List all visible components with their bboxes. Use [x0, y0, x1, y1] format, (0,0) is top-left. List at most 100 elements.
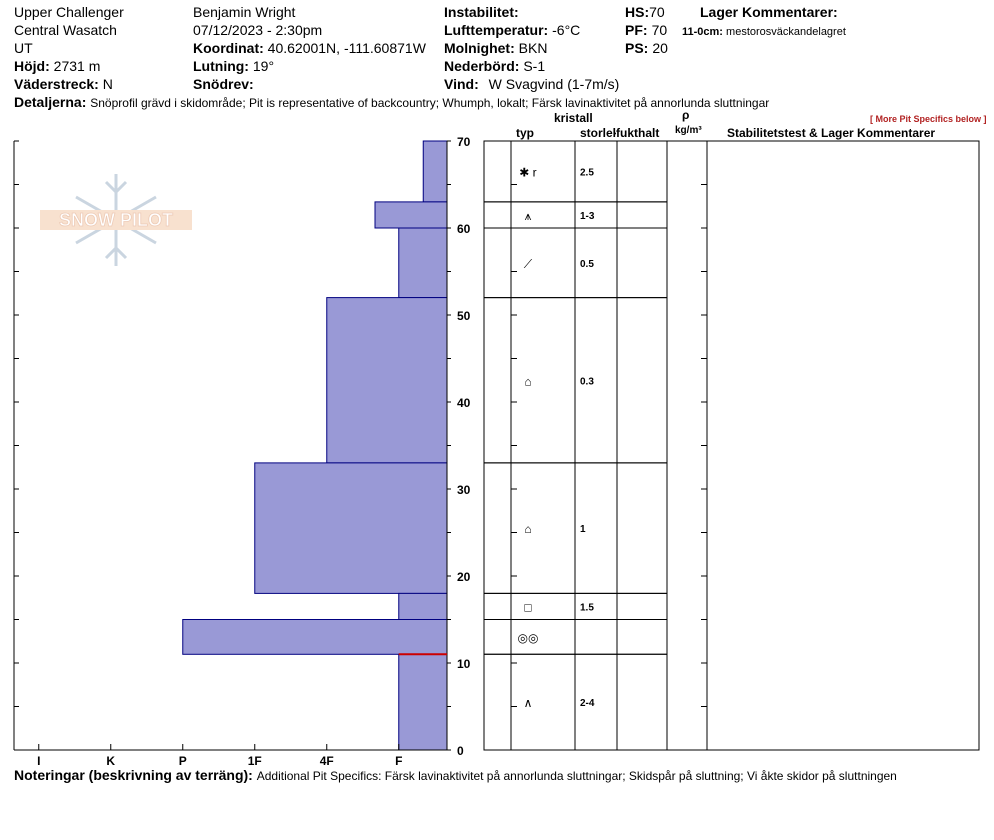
hs-value: 70	[649, 4, 665, 20]
header-storlek: storlek	[580, 126, 616, 140]
snowpilot-logo: SNOW PILOT	[40, 174, 192, 266]
grain-size-3: 0.3	[580, 376, 594, 387]
layer-comment-depth: 11-0cm:	[682, 26, 723, 38]
wind-row: Vind: W Svagvind (1-7m/s)	[444, 76, 619, 92]
grain-type-2: ⟋	[524, 257, 533, 271]
grain-size-7: 2-4	[580, 698, 595, 709]
pf-label: PF:	[625, 22, 648, 38]
hardness-tick-label-0: I	[37, 754, 40, 768]
aspect-label: Väderstreck:	[14, 76, 99, 92]
location-name: Upper Challenger	[14, 4, 124, 20]
hardness-bar-4	[254, 462, 448, 594]
state: UT	[14, 40, 33, 56]
coordinate-label: Koordinat:	[193, 40, 264, 56]
ps-row: PS: 20	[625, 40, 668, 56]
slope-row: Lutning: 19°	[193, 58, 274, 74]
header-kristall: kristall	[554, 111, 593, 125]
elevation-value: 2731 m	[53, 58, 101, 74]
wind-value: W Svagvind (1-7m/s)	[488, 76, 620, 92]
header-stability: Stabilitetstest & Lager Kommentarer	[727, 126, 936, 140]
grain-size-2: 0.5	[580, 259, 594, 270]
slope-value: 19°	[252, 58, 275, 74]
hardness-tick-label-3: 1F	[248, 754, 262, 768]
depth-tick-label-20: 20	[457, 570, 471, 584]
pf-row: PF: 70	[625, 22, 667, 38]
drift-label: Snödrev:	[193, 76, 254, 92]
wind-label: Vind:	[444, 76, 479, 92]
layer-table-frame	[483, 140, 980, 751]
precip-label: Nederbörd:	[444, 58, 520, 74]
more-pit-specifics-link[interactable]: [ More Pit Specifics below ]	[870, 114, 987, 124]
depth-tick-label-50: 50	[457, 309, 471, 323]
footer-text: Additional Pit Specifics: Färsk lavinakt…	[256, 769, 897, 783]
footer-label: Noteringar (beskrivning av terräng):	[14, 767, 253, 783]
drift-row: Snödrev:	[193, 76, 254, 92]
header-typ: typ	[516, 126, 534, 140]
depth-tick-label-10: 10	[457, 657, 471, 671]
hardness-bar-0	[422, 140, 448, 203]
hardness-bar-7	[398, 653, 448, 751]
header-fukthalt: fukthalt	[616, 126, 660, 140]
slope-label: Lutning:	[193, 58, 249, 74]
hardness-bar-6	[182, 619, 448, 655]
depth-tick-label-30: 30	[457, 483, 471, 497]
grain-type-5: □	[524, 600, 531, 614]
grain-type-0: ✱ r	[519, 165, 536, 179]
aspect-value: N	[102, 76, 113, 92]
observation-datetime: 07/12/2023 - 2:30pm	[193, 22, 323, 38]
depth-tick-label-40: 40	[457, 396, 471, 410]
grain-size-0: 2.5	[580, 167, 594, 178]
hardness-bar-2	[398, 227, 448, 299]
observer-name: Benjamin Wright	[193, 4, 296, 20]
details-text: Snöprofil grävd i skidområde; Pit is rep…	[90, 96, 770, 110]
aspect-row: Väderstreck: N	[14, 76, 113, 92]
footer-notes: Noteringar (beskrivning av terräng): Add…	[14, 767, 897, 784]
hs-row: HS:70	[625, 4, 665, 20]
hardness-tick-label-1: K	[106, 754, 115, 768]
hardness-tick-label-4: 4F	[320, 754, 334, 768]
logo-text: SNOW PILOT	[59, 210, 173, 230]
instability-label: Instabilitet:	[444, 4, 519, 20]
depth-tick-label-0: 0	[457, 744, 464, 758]
precip-value: S-1	[523, 58, 546, 74]
airtemp-row: Lufttemperatur: -6°C	[444, 22, 580, 38]
grain-type-1: ⩚	[525, 209, 532, 223]
hardness-bar-1	[374, 201, 448, 229]
coordinate-value: 40.62001N, -111.60871W	[267, 40, 426, 56]
layer-comments-label: Lager Kommentarer:	[700, 4, 838, 20]
hardness-tick-label-5: F	[395, 754, 402, 768]
sky-row: Molnighet: BKN	[444, 40, 547, 56]
grain-type-3: ⌂	[524, 374, 531, 388]
pf-value: 70	[651, 22, 668, 38]
airtemp-label: Lufttemperatur:	[444, 22, 549, 38]
grain-size-1: 1-3	[580, 211, 595, 222]
grain-size-5: 1.5	[580, 602, 594, 613]
elevation-label: Höjd:	[14, 58, 50, 74]
details-label: Detaljerna:	[14, 94, 87, 110]
ps-label: PS:	[625, 40, 649, 56]
grain-type-7: ∧	[524, 696, 533, 710]
sky-label: Molnighet:	[444, 40, 515, 56]
airtemp-value: -6°C	[552, 22, 581, 38]
grain-size-4: 1	[580, 524, 586, 535]
hs-label: HS:	[625, 4, 650, 20]
ps-value: 20	[652, 40, 668, 56]
hardness-bar-3	[326, 297, 448, 464]
hardness-bar-5	[398, 592, 448, 621]
grain-type-6: ◎◎	[518, 631, 539, 645]
mountain-range: Central Wasatch	[14, 22, 117, 38]
header-density-unit: kg/m³	[675, 125, 702, 136]
hardness-tick-label-2: P	[179, 754, 187, 768]
depth-tick-label-70: 70	[457, 135, 471, 149]
instability-row: Instabilitet:	[444, 4, 519, 20]
grain-type-4: ⌂	[524, 522, 531, 536]
layer-comment-text: mestorosväckandelagret	[726, 26, 846, 38]
elevation-row: Höjd: 2731 m	[14, 58, 100, 74]
depth-tick-label-60: 60	[457, 222, 471, 236]
sky-value: BKN	[518, 40, 548, 56]
precip-row: Nederbörd: S-1	[444, 58, 545, 74]
details-row: Detaljerna: Snöprofil grävd i skidområde…	[14, 94, 769, 111]
coordinate-row: Koordinat: 40.62001N, -111.60871W	[193, 40, 426, 56]
layer-comment-row: 11-0cm: mestorosväckandelagret	[682, 24, 846, 40]
